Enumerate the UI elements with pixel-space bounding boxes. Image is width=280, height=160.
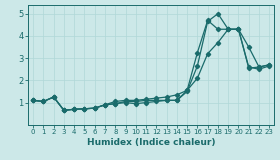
X-axis label: Humidex (Indice chaleur): Humidex (Indice chaleur) bbox=[87, 138, 215, 147]
